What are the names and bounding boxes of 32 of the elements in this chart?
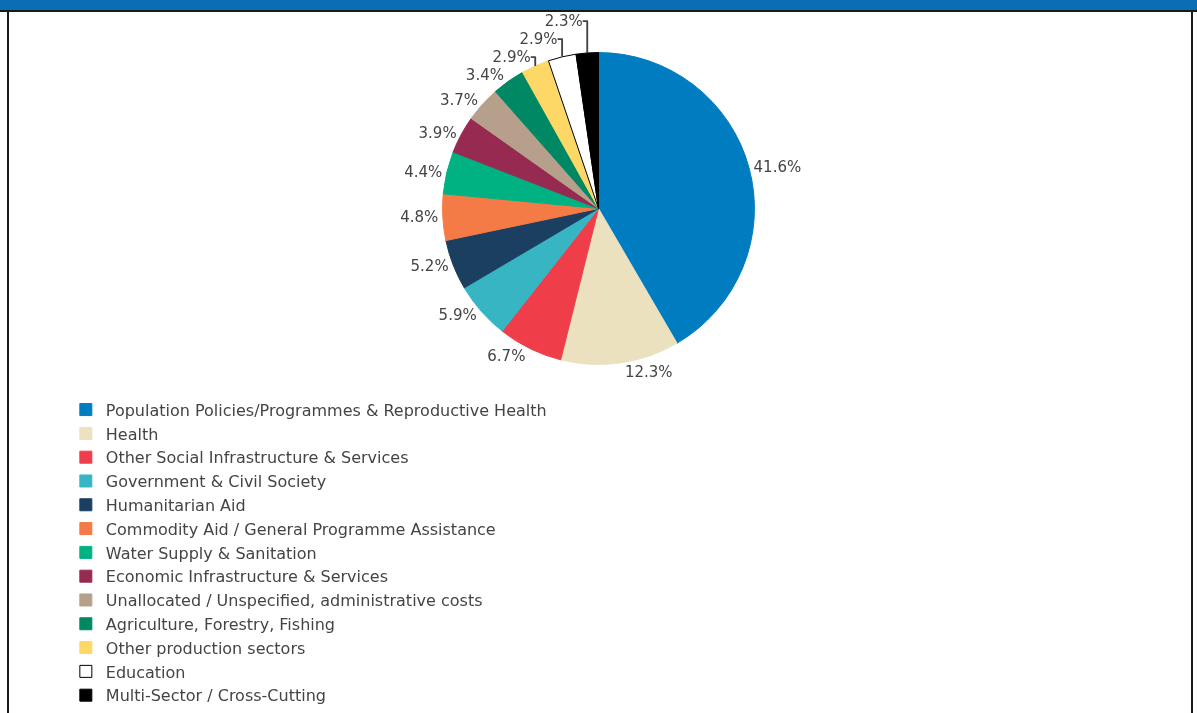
legend-label: Health <box>105 424 159 444</box>
legend-label: Other Social Infrastructure & Services <box>105 448 409 468</box>
pie-slice <box>560 207 678 365</box>
data-label: 2.9% <box>519 30 558 49</box>
legend-label: Unallocated / Unspecified, administrative costs <box>105 591 483 611</box>
legend-label: Education <box>105 662 186 682</box>
legend-label: Agriculture, Forestry, Fishing <box>105 615 336 635</box>
legend-label: Commodity Aid / General Programme Assistance <box>105 519 496 539</box>
pie-slice <box>442 151 599 209</box>
data-label: 4.4% <box>404 163 443 182</box>
legend-label: Water Supply & Sanitation <box>105 543 317 563</box>
data-label: 3.9% <box>418 123 457 142</box>
data-label: 5.9% <box>438 306 477 325</box>
data-label: 2.9% <box>492 48 531 67</box>
legend-label: Multi-Sector / Cross-Cutting <box>105 686 326 706</box>
data-label: 41.6% <box>753 158 802 177</box>
data-label: 12.3% <box>624 362 673 381</box>
pie-slice <box>522 60 599 209</box>
data-label: 3.7% <box>439 91 478 110</box>
data-label: 4.8% <box>400 208 439 227</box>
data-label: 2.3% <box>544 12 583 31</box>
pie-slice <box>547 53 599 209</box>
legend-label: Humanitarian Aid <box>105 496 246 516</box>
pie-slice <box>442 193 599 242</box>
legend-label: Economic Infrastructure & Services <box>105 567 388 587</box>
legend-label: Population Policies/Programmes & Reproductive Health <box>105 400 547 420</box>
data-label: 6.7% <box>487 346 526 365</box>
pie-slice <box>598 52 755 344</box>
legend-label: Other production sectors <box>105 638 306 658</box>
data-label: 3.4% <box>465 66 504 85</box>
legend-label: Government & Civil Society <box>105 472 327 492</box>
data-label: 5.2% <box>410 257 449 276</box>
